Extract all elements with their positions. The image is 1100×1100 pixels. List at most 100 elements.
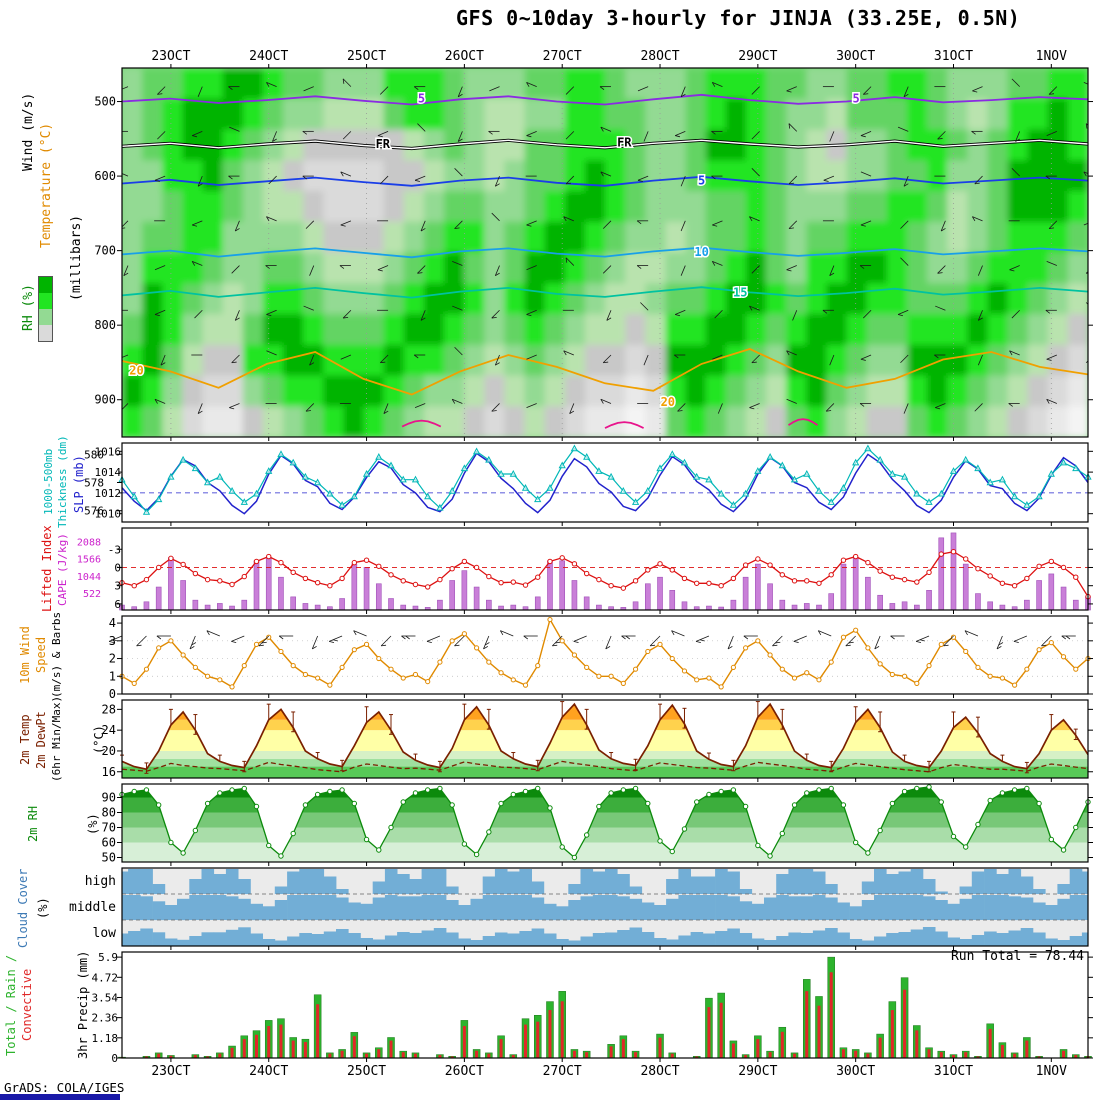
svg-text:26OCT: 26OCT — [445, 1064, 484, 1079]
svg-text:middle: middle — [69, 900, 116, 915]
ylabel-precip-total: Total / Rain / — [4, 954, 18, 1056]
svg-text:high: high — [85, 874, 116, 889]
svg-text:600: 600 — [94, 169, 116, 183]
svg-text:500: 500 — [94, 95, 116, 109]
panel-cape-lifted-index: -3 0 3 6 522 1044 1566 2088 — [77, 527, 1093, 614]
ylabel-cape: CAPE (J/kg) — [56, 533, 69, 607]
svg-text:FR: FR — [617, 136, 632, 150]
svg-text:3.54: 3.54 — [92, 991, 119, 1004]
svg-text:28OCT: 28OCT — [640, 1064, 679, 1079]
svg-text:5: 5 — [418, 92, 425, 106]
svg-text:1044: 1044 — [77, 572, 101, 583]
svg-text:6: 6 — [114, 598, 121, 611]
svg-text:26OCT: 26OCT — [445, 49, 484, 64]
svg-text:2.36: 2.36 — [92, 1012, 119, 1025]
ylabel-thickness-1: 1000-500mb — [42, 448, 55, 516]
panel-precip: 0 1.18 2.36 3.54 4.72 5.9 — [92, 951, 1093, 1065]
panel-slp-thickness: 576 578 580 1010 1012 1014 1016 — [84, 442, 1093, 526]
ylabel-minmax: (6hr Min/Max) — [50, 695, 63, 782]
svg-text:30OCT: 30OCT — [836, 49, 875, 64]
ylabel-rh: RH (%) — [21, 284, 36, 332]
svg-text:FR: FR — [376, 137, 391, 151]
svg-text:3: 3 — [114, 580, 121, 593]
ylabel-degc: (°C) — [92, 725, 106, 755]
ylabel-lifted-index: Lifted Index — [40, 525, 54, 612]
ylabel-precip-axis: 3hr Precip (mm) — [76, 950, 90, 1060]
svg-text:23OCT: 23OCT — [151, 1064, 190, 1079]
svg-text:1012: 1012 — [95, 487, 122, 500]
ylabel-2m-dewpt: 2m DewPt — [34, 711, 48, 769]
svg-text:23OCT: 23OCT — [151, 49, 190, 64]
svg-text:28OCT: 28OCT — [640, 49, 679, 64]
svg-text:50: 50 — [102, 851, 116, 865]
footer-blue-bar — [0, 1094, 120, 1100]
ylabel-wind: Wind (m/s) — [21, 92, 36, 172]
svg-text:5.9: 5.9 — [98, 951, 118, 964]
svg-text:60: 60 — [102, 836, 116, 850]
svg-text:1016: 1016 — [95, 445, 122, 458]
svg-text:31OCT: 31OCT — [934, 49, 973, 64]
svg-text:5: 5 — [853, 92, 860, 106]
svg-text:580: 580 — [84, 448, 104, 461]
svg-text:0: 0 — [109, 687, 116, 701]
svg-text:1010: 1010 — [95, 508, 122, 521]
rh-colorbar — [38, 276, 53, 342]
svg-text:1: 1 — [109, 669, 116, 683]
ylabel-2m-rh-pct: (%) — [86, 813, 100, 835]
svg-text:4.72: 4.72 — [92, 971, 119, 984]
svg-text:20: 20 — [661, 395, 675, 409]
ylabel-temperature: Temperature (°C) — [39, 122, 54, 248]
panel-2m-temp: 16 20 24 28 — [102, 699, 1093, 782]
svg-text:29OCT: 29OCT — [738, 49, 777, 64]
svg-text:low: low — [93, 926, 117, 941]
svg-text:27OCT: 27OCT — [543, 1064, 582, 1079]
svg-text:5: 5 — [698, 174, 705, 188]
svg-text:80: 80 — [102, 806, 116, 820]
ylabel-2m-temp: 2m Temp — [18, 714, 32, 766]
svg-text:2088: 2088 — [77, 538, 101, 549]
svg-text:20: 20 — [129, 364, 143, 378]
chart-title: GFS 0~10day 3-hourly for JINJA (33.25E, … — [456, 6, 1021, 30]
svg-text:576: 576 — [84, 505, 104, 518]
svg-text:30OCT: 30OCT — [836, 1064, 875, 1079]
svg-text:1566: 1566 — [77, 555, 101, 566]
ylabel-slp: SLP (mb) — [72, 455, 86, 513]
ylabel-10m-speed: Speed — [34, 636, 48, 674]
panel-cloud-cover: high middle low — [69, 867, 1089, 950]
svg-text:578: 578 — [84, 477, 104, 490]
ylabel-cloud-pct: (%) — [36, 897, 50, 919]
svg-text:25OCT: 25OCT — [347, 49, 386, 64]
svg-text:28: 28 — [102, 702, 116, 716]
svg-text:-3: -3 — [108, 543, 121, 556]
svg-text:1NOV: 1NOV — [1036, 49, 1067, 64]
svg-text:90: 90 — [102, 791, 116, 805]
svg-text:522: 522 — [83, 589, 101, 600]
svg-text:1.18: 1.18 — [92, 1032, 119, 1045]
svg-text:0: 0 — [114, 561, 121, 574]
svg-text:24: 24 — [102, 723, 116, 737]
svg-text:27OCT: 27OCT — [543, 49, 582, 64]
svg-text:1014: 1014 — [95, 466, 122, 479]
run-total-label: Run Total = 78.44 — [950, 949, 1084, 964]
svg-text:4: 4 — [109, 616, 116, 630]
x-axis-dates: 23OCT 23OCT 24OCT 24OCT 25OCT 25OCT 26OCT 26OCT… — [151, 49, 1067, 1079]
svg-text:24OCT: 24OCT — [249, 49, 288, 64]
panel-upper-air: 5 5 FR FR 5 10 15 20 20 500 600 700 800 900 — [94, 64, 1093, 441]
svg-text:31OCT: 31OCT — [934, 1064, 973, 1079]
grads-credit: GrADS: COLA/IGES — [4, 1080, 125, 1095]
svg-text:70: 70 — [102, 821, 116, 835]
ylabel-thickness-2: Thickness (dm) — [56, 435, 69, 528]
svg-text:800: 800 — [94, 318, 116, 332]
ylabel-10m-wind: 10m Wind — [18, 626, 32, 684]
ylabel-millibars: (millibars) — [69, 214, 84, 301]
ylabel-precip-convective: Convective — [20, 968, 34, 1042]
svg-text:16: 16 — [102, 765, 116, 779]
svg-text:15: 15 — [733, 285, 747, 299]
svg-text:20: 20 — [102, 744, 116, 758]
svg-text:3: 3 — [109, 634, 116, 648]
ylabel-cloud-cover: Cloud Cover — [16, 868, 30, 948]
svg-text:1NOV: 1NOV — [1036, 1064, 1067, 1079]
